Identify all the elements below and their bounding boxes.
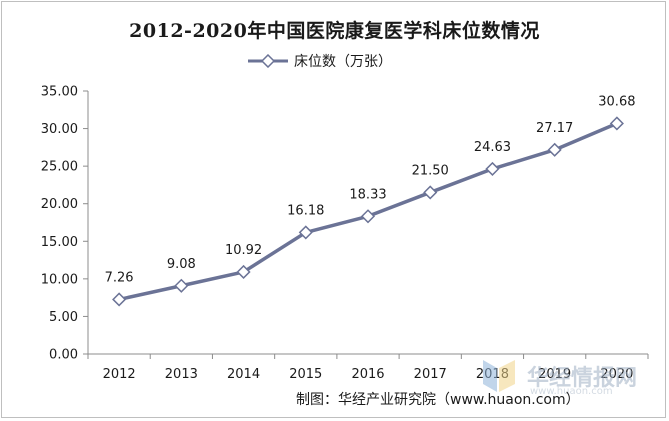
watermark-subtext: www.huaon.com	[530, 386, 613, 397]
watermark-text: 华经情报网	[527, 366, 638, 391]
data-label: 9.08	[167, 257, 196, 272]
x-tick-label: 2014	[227, 367, 260, 382]
data-point-marker	[609, 116, 624, 131]
watermark-logo-icon	[483, 360, 515, 392]
data-point-marker	[112, 292, 127, 307]
data-point-marker	[485, 161, 500, 176]
data-point-marker	[547, 142, 562, 157]
data-point-marker	[174, 278, 189, 293]
data-point-marker	[236, 264, 251, 280]
y-tick-label: 5.00	[49, 310, 78, 325]
legend-line-marker-icon	[248, 54, 288, 68]
y-tick-label: 35.00	[41, 85, 78, 100]
data-point-marker	[423, 185, 438, 200]
data-label: 30.68	[598, 94, 635, 109]
legend: 床位数（万张）	[248, 50, 392, 72]
source-credit: 制图：华经产业研究院（www.huaon.com）	[296, 392, 580, 408]
y-tick-label: 0.00	[49, 348, 78, 363]
y-tick-label: 15.00	[41, 235, 78, 250]
data-point-marker	[298, 225, 313, 240]
x-tick-label: 2013	[165, 367, 198, 382]
x-tick-label: 2020	[600, 367, 633, 382]
y-tick-label: 30.00	[41, 122, 78, 137]
data-label: 16.18	[287, 203, 324, 218]
data-point-marker	[360, 209, 376, 224]
data-label: 10.92	[225, 243, 262, 258]
x-tick-label: 2016	[351, 367, 384, 382]
data-label: 7.26	[105, 270, 134, 285]
data-label: 24.63	[474, 140, 511, 155]
y-tick-label: 25.00	[41, 160, 78, 175]
y-tick-label: 20.00	[41, 197, 78, 212]
data-label: 27.17	[536, 121, 573, 136]
x-tick-label: 2015	[289, 367, 322, 382]
data-label: 18.33	[349, 187, 386, 202]
watermark: 华经情报网	[481, 356, 651, 396]
y-tick-label: 10.00	[41, 272, 78, 287]
x-tick-label: 2012	[103, 367, 136, 382]
x-tick-label: 2019	[538, 367, 571, 382]
x-tick-label: 2017	[414, 367, 447, 382]
data-label: 21.50	[412, 163, 449, 178]
legend-label: 床位数（万张）	[294, 54, 392, 70]
chart-title: 2012-2020年中国医院康复医学科床位数情况	[129, 20, 540, 42]
